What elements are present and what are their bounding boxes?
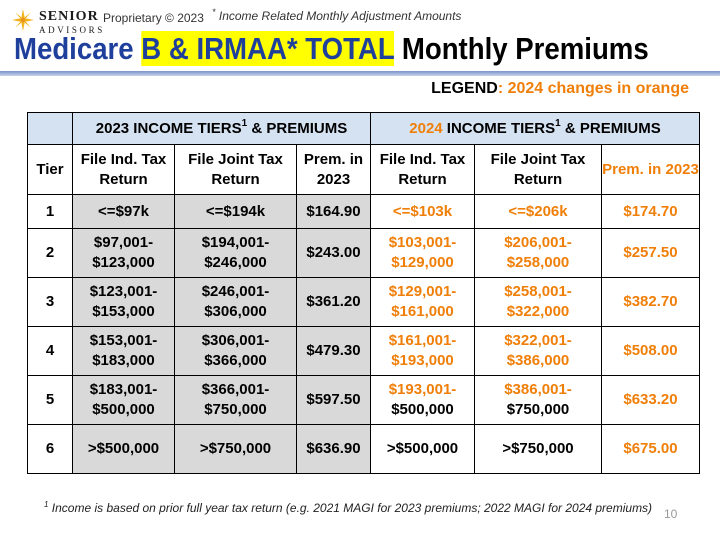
table-group-header-row: 2023 INCOME TIERS1 & PREMIUMS 2024 INCOM… (27, 112, 700, 145)
ind-income-2024-cell: <=$103k (370, 194, 475, 229)
ind-income-2024-cell: $161,001- $193,000 (370, 326, 475, 376)
page-number: 10 (664, 507, 678, 521)
ind-income-cell: <=$97k (72, 194, 175, 229)
joint-income-cell: >$750,000 (174, 424, 297, 474)
irmaa-definition-text: Income Related Monthly Adjustment Amount… (218, 9, 462, 23)
col-header-joint-2023: File Joint Tax Return (174, 144, 297, 195)
asterisk-marker: * (212, 7, 216, 17)
ind-income-cell: $97,001- $123,000 (72, 228, 175, 278)
col-header-prem-2023: Prem. in 2023 (296, 144, 371, 195)
title-part-1: Medicare (14, 31, 142, 66)
joint-income-2024-line-2: $750,000 (506, 401, 570, 418)
tier-cell: 6 (27, 424, 73, 474)
ind-income-2024-cell: $193,001- $500,000 (370, 375, 475, 425)
ind-income-2024-line-1: $193,001- (388, 381, 457, 398)
legend-value: : 2024 changes in orange (497, 80, 689, 97)
premium-2024-cell: $257.50 (601, 228, 700, 278)
irmaa-definition-note: * Income Related Monthly Adjustment Amou… (212, 7, 461, 23)
premium-2023-cell: $164.90 (296, 194, 371, 229)
table-row: 3 $123,001- $153,000 $246,001- $306,000 … (27, 277, 700, 327)
table-row: 6 >$500,000 >$750,000 $636.90 >$500,000 … (27, 424, 700, 474)
premium-2024-cell: $174.70 (601, 194, 700, 229)
group-header-2023: 2023 INCOME TIERS1 & PREMIUMS (72, 112, 371, 145)
joint-income-cell: $246,001- $306,000 (174, 277, 297, 327)
joint-income-2024-cell: $386,001- $750,000 (474, 375, 602, 425)
ind-income-cell: >$500,000 (72, 424, 175, 474)
premium-2024-cell: $508.00 (601, 326, 700, 376)
ind-income-2024-cell: >$500,000 (370, 424, 475, 474)
group-header-2024: 2024 INCOME TIERS1 & PREMIUMS (370, 112, 700, 145)
table-row: 4 $153,001- $183,000 $306,001- $366,000 … (27, 326, 700, 376)
joint-income-2024-cell: $258,001- $322,000 (474, 277, 602, 327)
col-header-joint-2024: File Joint Tax Return (474, 144, 602, 195)
joint-income-cell: $306,001- $366,000 (174, 326, 297, 376)
col-header-tier: Tier (27, 144, 73, 195)
ind-income-cell: $153,001- $183,000 (72, 326, 175, 376)
slide-title: Medicare B & IRMAA* TOTAL Monthly Premiu… (14, 30, 649, 68)
logo-subtitle: ADVISORS (39, 25, 105, 35)
table-row: 2 $97,001- $123,000 $194,001- $246,000 $… (27, 228, 700, 278)
corner-cell (27, 112, 73, 145)
title-highlight: B & IRMAA* TOTAL (141, 31, 395, 66)
col-header-ind-2024: File Ind. Tax Return (370, 144, 475, 195)
joint-income-cell: <=$194k (174, 194, 297, 229)
premium-2023-cell: $597.50 (296, 375, 371, 425)
premium-2023-cell: $636.90 (296, 424, 371, 474)
title-part-3: Monthly Premiums (394, 31, 649, 66)
ind-income-cell: $183,001- $500,000 (72, 375, 175, 425)
starburst-logo-icon (12, 9, 34, 31)
senior-advisors-logo: SENIOR ADVISORS (12, 8, 102, 35)
premium-2023-cell: $361.20 (296, 277, 371, 327)
premium-2023-cell: $243.00 (296, 228, 371, 278)
tier-cell: 2 (27, 228, 73, 278)
footnote-marker: 1 (44, 500, 49, 509)
table-column-header-row: Tier File Ind. Tax Return File Joint Tax… (27, 144, 700, 195)
joint-income-2024-cell: $322,001- $386,000 (474, 326, 602, 376)
tier-cell: 1 (27, 194, 73, 229)
legend-key: LEGEND (431, 80, 498, 97)
ind-income-2024-cell: $129,001- $161,000 (370, 277, 475, 327)
premium-table: 2023 INCOME TIERS1 & PREMIUMS 2024 INCOM… (27, 112, 700, 474)
title-divider (0, 71, 720, 76)
tier-cell: 3 (27, 277, 73, 327)
footnote-text: Income is based on prior full year tax r… (48, 501, 653, 515)
premium-2024-cell: $633.20 (601, 375, 700, 425)
joint-income-2024-line-1: $386,001- (504, 381, 572, 398)
footnote: 1 Income is based on prior full year tax… (44, 500, 652, 515)
copyright-notice: Proprietary © 2023 (103, 11, 204, 25)
ind-income-cell: $123,001- $153,000 (72, 277, 175, 327)
premium-2024-cell: $675.00 (601, 424, 700, 474)
premium-2023-cell: $479.30 (296, 326, 371, 376)
ind-income-2024-line-2: $500,000 (391, 401, 454, 418)
tier-cell: 4 (27, 326, 73, 376)
joint-income-2024-cell: >$750,000 (474, 424, 602, 474)
ind-income-2024-cell: $103,001- $129,000 (370, 228, 475, 278)
legend: LEGEND: 2024 changes in orange (431, 80, 689, 98)
joint-income-cell: $194,001- $246,000 (174, 228, 297, 278)
logo-name: SENIOR (39, 9, 99, 24)
table-row: 5 $183,001- $500,000 $366,001- $750,000 … (27, 375, 700, 425)
joint-income-2024-cell: $206,001- $258,000 (474, 228, 602, 278)
tier-cell: 5 (27, 375, 73, 425)
joint-income-cell: $366,001- $750,000 (174, 375, 297, 425)
table-row: 1 <=$97k <=$194k $164.90 <=$103k <=$206k… (27, 194, 700, 229)
col-header-ind-2023: File Ind. Tax Return (72, 144, 175, 195)
joint-income-2024-cell: <=$206k (474, 194, 602, 229)
col-header-prem-2024: Prem. in 2023 (601, 144, 700, 195)
premium-2024-cell: $382.70 (601, 277, 700, 327)
